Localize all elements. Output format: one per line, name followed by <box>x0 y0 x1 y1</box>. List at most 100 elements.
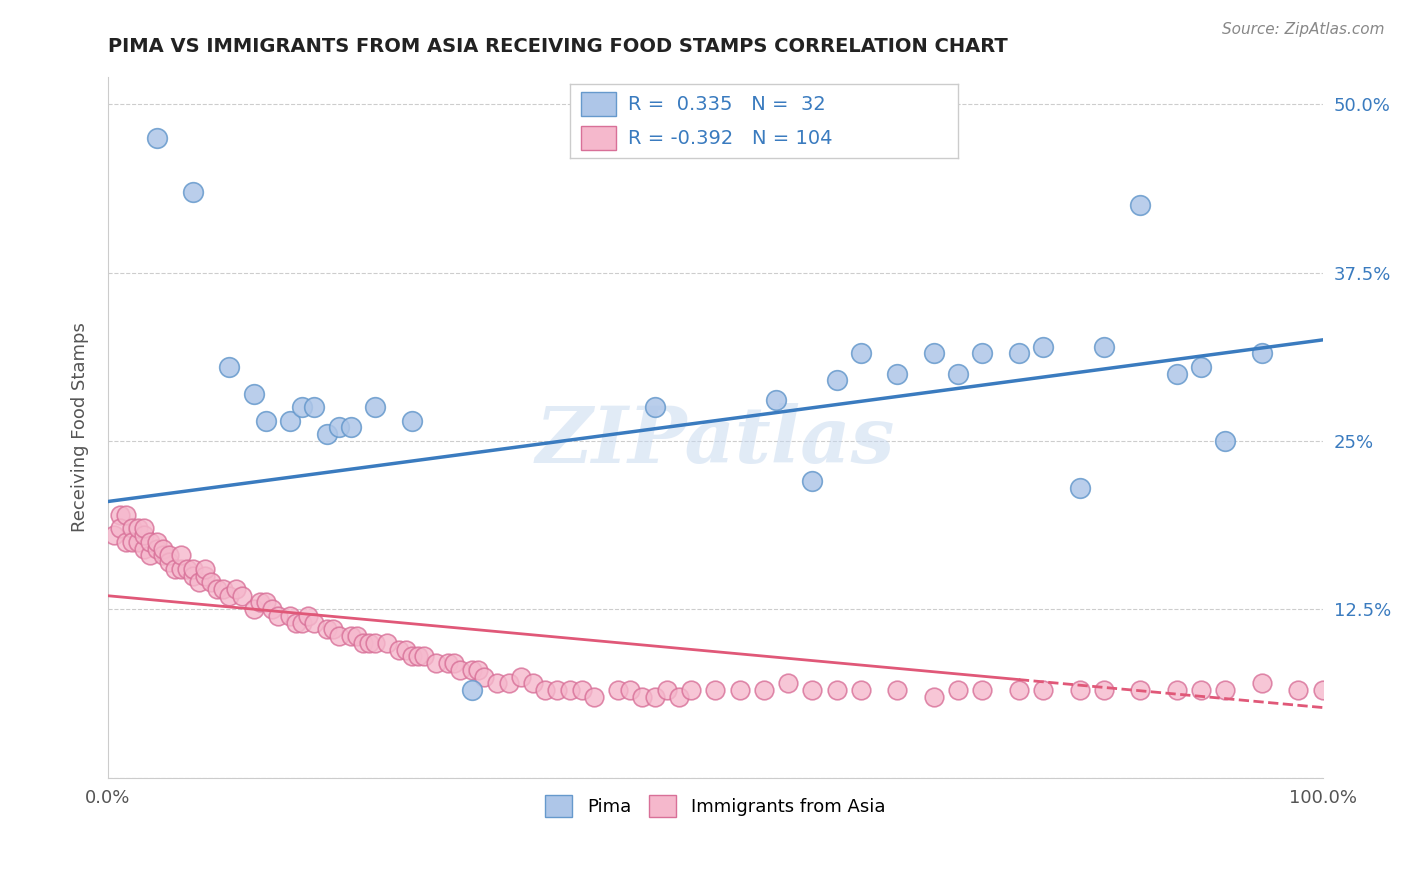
Point <box>1069 683 1091 698</box>
Point <box>655 683 678 698</box>
Point <box>1092 683 1115 698</box>
Point <box>1286 683 1309 698</box>
Point <box>1129 198 1152 212</box>
Point <box>498 676 520 690</box>
Point <box>461 683 484 698</box>
Point <box>278 609 301 624</box>
Point <box>886 367 908 381</box>
Point <box>582 690 605 704</box>
Point <box>322 623 344 637</box>
Point <box>207 582 229 596</box>
Text: PIMA VS IMMIGRANTS FROM ASIA RECEIVING FOOD STAMPS CORRELATION CHART: PIMA VS IMMIGRANTS FROM ASIA RECEIVING F… <box>108 37 1008 56</box>
Point <box>225 582 247 596</box>
Point <box>619 683 641 698</box>
Point <box>103 528 125 542</box>
Point <box>278 414 301 428</box>
Point <box>946 367 969 381</box>
Point <box>297 609 319 624</box>
Point <box>558 683 581 698</box>
Point <box>134 528 156 542</box>
Point <box>1189 359 1212 374</box>
Point <box>1166 683 1188 698</box>
Point <box>467 663 489 677</box>
Point <box>181 562 204 576</box>
Point <box>972 346 994 360</box>
Point <box>1032 340 1054 354</box>
Point <box>668 690 690 704</box>
Point <box>765 393 787 408</box>
Text: Source: ZipAtlas.com: Source: ZipAtlas.com <box>1222 22 1385 37</box>
Point <box>108 508 131 522</box>
Point <box>212 582 235 596</box>
Point <box>972 683 994 698</box>
Point <box>218 589 240 603</box>
Point <box>127 535 149 549</box>
Point <box>607 683 630 698</box>
Point <box>242 602 264 616</box>
Point <box>825 683 848 698</box>
Point <box>170 562 193 576</box>
Point <box>152 549 174 563</box>
Point <box>170 549 193 563</box>
Point <box>145 131 167 145</box>
Point <box>115 508 138 522</box>
Point <box>825 373 848 387</box>
Point <box>534 683 557 698</box>
Point <box>922 346 945 360</box>
Point <box>449 663 471 677</box>
Point <box>188 575 211 590</box>
Point <box>1032 683 1054 698</box>
Point <box>359 636 381 650</box>
Point <box>801 683 824 698</box>
Point <box>260 602 283 616</box>
Point <box>728 683 751 698</box>
Point <box>176 562 198 576</box>
Point <box>922 690 945 704</box>
Point <box>249 595 271 609</box>
Point <box>139 549 162 563</box>
Point <box>644 401 666 415</box>
Point <box>474 669 496 683</box>
Point <box>108 521 131 535</box>
Point <box>121 535 143 549</box>
Point <box>157 549 180 563</box>
Point <box>401 414 423 428</box>
Point <box>315 623 337 637</box>
Point <box>631 690 654 704</box>
Point <box>163 562 186 576</box>
Point <box>375 636 398 650</box>
Point <box>546 683 568 698</box>
Point <box>364 636 387 650</box>
Point <box>412 649 434 664</box>
Y-axis label: Receiving Food Stamps: Receiving Food Stamps <box>72 323 89 533</box>
Point <box>388 642 411 657</box>
Point <box>127 521 149 535</box>
Point <box>1008 346 1031 360</box>
Point <box>1069 481 1091 495</box>
Point <box>194 568 217 582</box>
Point <box>328 420 350 434</box>
Point <box>679 683 702 698</box>
Text: ZIPatlas: ZIPatlas <box>536 403 896 480</box>
Point <box>886 683 908 698</box>
Point <box>946 683 969 698</box>
Point <box>571 683 593 698</box>
Point <box>340 629 363 643</box>
Point <box>443 656 465 670</box>
Point <box>1312 683 1334 698</box>
Point <box>152 541 174 556</box>
Point <box>510 669 533 683</box>
Point <box>328 629 350 643</box>
Point <box>134 541 156 556</box>
Point <box>437 656 460 670</box>
Point <box>352 636 374 650</box>
Point <box>1008 683 1031 698</box>
Point <box>267 609 290 624</box>
Point <box>115 535 138 549</box>
Point <box>304 401 326 415</box>
Point <box>752 683 775 698</box>
Point <box>181 568 204 582</box>
Point <box>200 575 222 590</box>
Point <box>425 656 447 670</box>
Point <box>401 649 423 664</box>
